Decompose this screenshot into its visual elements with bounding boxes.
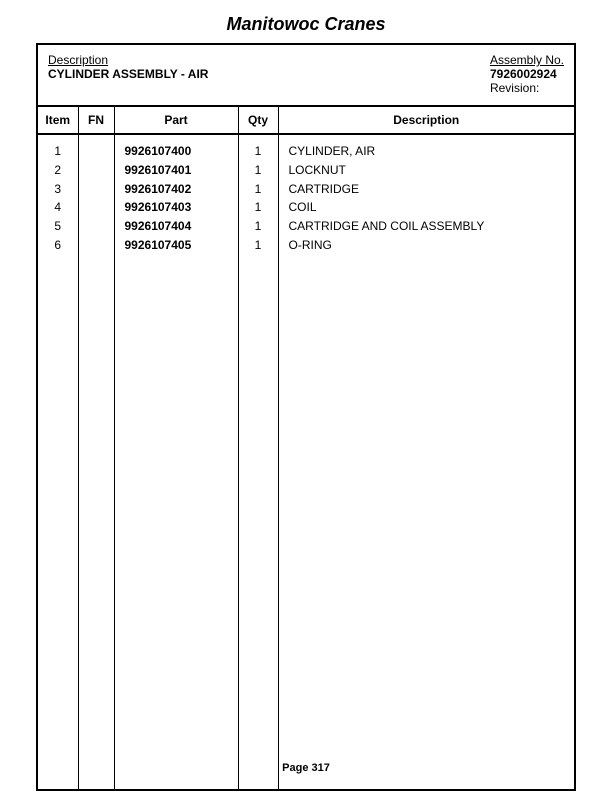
cell-item: 1 bbox=[38, 134, 78, 161]
col-header-item: Item bbox=[38, 107, 78, 134]
cell-description: CYLINDER, AIR bbox=[278, 134, 574, 161]
cell-description: CARTRIDGE AND COIL ASSEMBLY bbox=[278, 217, 574, 236]
col-header-qty: Qty bbox=[238, 107, 278, 134]
cell-description: COIL bbox=[278, 198, 574, 217]
description-value: CYLINDER ASSEMBLY - AIR bbox=[48, 67, 490, 81]
cell-part: 9926107405 bbox=[114, 236, 238, 255]
cell-part: 9926107401 bbox=[114, 161, 238, 180]
cell-qty: 1 bbox=[238, 134, 278, 161]
cell-qty: 1 bbox=[238, 236, 278, 255]
table-row: 5 99261074041CARTRIDGE AND COIL ASSEMBLY bbox=[38, 217, 574, 236]
header-right: Assembly No. 7926002924 Revision: bbox=[490, 53, 564, 95]
table-header-row: Item FN Part Qty Description bbox=[38, 107, 574, 134]
col-header-description: Description bbox=[278, 107, 574, 134]
table-row: 3 99261074021CARTRIDGE bbox=[38, 180, 574, 199]
cell-fn bbox=[78, 161, 114, 180]
cell-fn bbox=[78, 134, 114, 161]
cell-fn bbox=[78, 236, 114, 255]
filler-cell bbox=[38, 255, 78, 789]
cell-fn bbox=[78, 217, 114, 236]
content-frame: Description CYLINDER ASSEMBLY - AIR Asse… bbox=[36, 43, 576, 791]
filler-row bbox=[38, 255, 574, 789]
filler-cell bbox=[78, 255, 114, 789]
revision-label: Revision: bbox=[490, 81, 564, 95]
cell-qty: 1 bbox=[238, 180, 278, 199]
cell-qty: 1 bbox=[238, 198, 278, 217]
table-row: 2 99261074011LOCKNUT bbox=[38, 161, 574, 180]
cell-item: 6 bbox=[38, 236, 78, 255]
table-row: 6 99261074051O-RING bbox=[38, 236, 574, 255]
cell-part: 9926107404 bbox=[114, 217, 238, 236]
assembly-value: 7926002924 bbox=[490, 67, 564, 81]
table-row: 199261074001CYLINDER, AIR bbox=[38, 134, 574, 161]
col-header-part: Part bbox=[114, 107, 238, 134]
cell-part: 9926107403 bbox=[114, 198, 238, 217]
cell-item: 5 bbox=[38, 217, 78, 236]
table-row: 4 99261074031COIL bbox=[38, 198, 574, 217]
cell-fn bbox=[78, 180, 114, 199]
parts-table: Item FN Part Qty Description 19926107400… bbox=[38, 107, 574, 789]
filler-cell bbox=[114, 255, 238, 789]
page-footer: Page 317 bbox=[0, 762, 612, 774]
cell-qty: 1 bbox=[238, 217, 278, 236]
parts-table-wrapper: Item FN Part Qty Description 19926107400… bbox=[38, 107, 574, 789]
filler-cell bbox=[278, 255, 574, 789]
header-left: Description CYLINDER ASSEMBLY - AIR bbox=[48, 53, 490, 95]
cell-fn bbox=[78, 198, 114, 217]
cell-item: 3 bbox=[38, 180, 78, 199]
cell-item: 4 bbox=[38, 198, 78, 217]
col-header-fn: FN bbox=[78, 107, 114, 134]
cell-part: 9926107400 bbox=[114, 134, 238, 161]
assembly-label: Assembly No. bbox=[490, 53, 564, 67]
filler-cell bbox=[238, 255, 278, 789]
cell-part: 9926107402 bbox=[114, 180, 238, 199]
description-label: Description bbox=[48, 53, 490, 67]
page-title: Manitowoc Cranes bbox=[0, 0, 612, 43]
cell-description: CARTRIDGE bbox=[278, 180, 574, 199]
header-section: Description CYLINDER ASSEMBLY - AIR Asse… bbox=[38, 45, 574, 107]
cell-description: O-RING bbox=[278, 236, 574, 255]
cell-item: 2 bbox=[38, 161, 78, 180]
cell-qty: 1 bbox=[238, 161, 278, 180]
cell-description: LOCKNUT bbox=[278, 161, 574, 180]
